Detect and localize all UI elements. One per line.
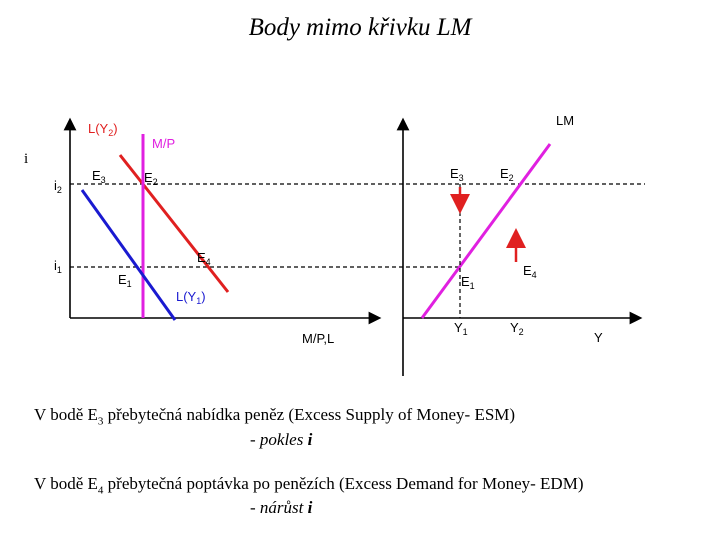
lm-label: LM	[556, 113, 574, 128]
left-e4-label: E4	[197, 250, 211, 267]
left-e2-label: E2	[144, 170, 158, 187]
note-edm-effect: - nárůst i	[250, 498, 313, 517]
mp-label: M/P	[152, 136, 175, 151]
money-demand-curve-y1	[80, 189, 177, 321]
y2-tick-label: Y2	[510, 320, 524, 337]
right-e3-label: E3	[450, 166, 464, 183]
l-y2-label: L(Y2)	[88, 121, 118, 138]
right-e1-label: E1	[461, 274, 475, 291]
i2-tick-label: i2	[54, 178, 62, 195]
left-e1-label: E1	[118, 272, 132, 289]
left-x-axis-label: M/P,L	[302, 331, 334, 346]
y1-tick-label: Y1	[454, 320, 468, 337]
right-e4-label: E4	[523, 263, 537, 280]
right-x-axis-label: Y	[594, 330, 603, 345]
lm-curve	[420, 143, 552, 319]
page-title: Body mimo křivku LM	[248, 14, 472, 41]
note-esm-effect: - pokles i	[250, 430, 313, 449]
note-edm: V bodě E4 přebytečná poptávka po penězíc…	[34, 474, 584, 497]
money-demand-curve-y2	[118, 154, 230, 293]
l-y1-label: L(Y1)	[176, 289, 206, 306]
left-e3-label: E3	[92, 168, 106, 185]
note-esm: V bodě E3 přebytečná nabídka peněz (Exce…	[34, 405, 516, 428]
i1-tick-label: i1	[54, 258, 62, 275]
right-e2-label: E2	[500, 166, 514, 183]
left-y-axis-label: i	[24, 151, 28, 167]
